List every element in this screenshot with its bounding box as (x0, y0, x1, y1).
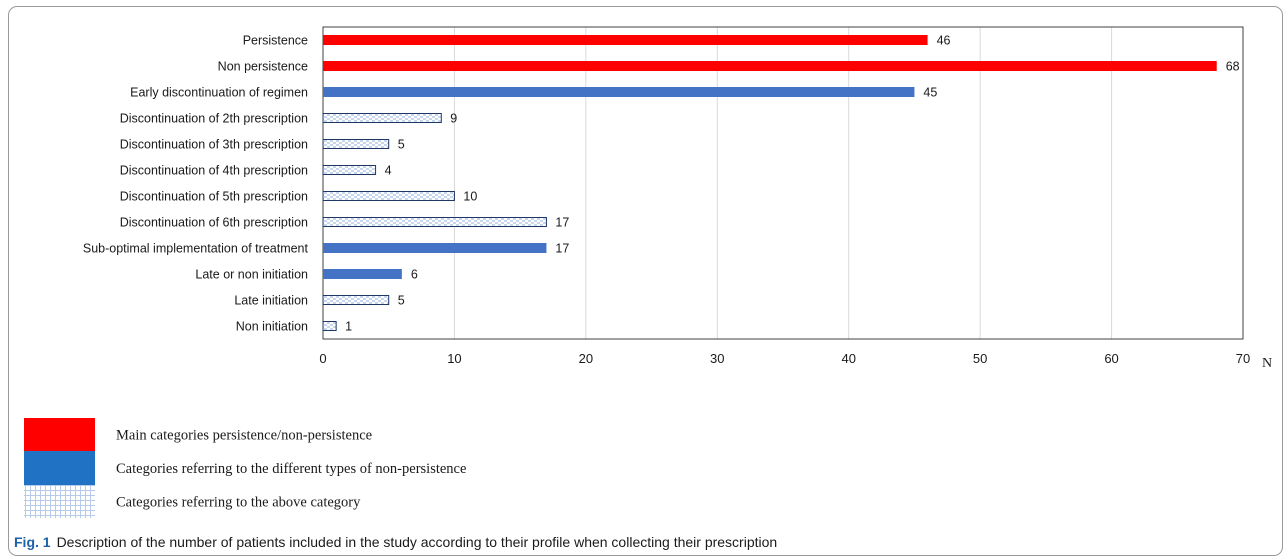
x-tick-label: 40 (841, 351, 855, 366)
x-tick-label: 70 (1236, 351, 1250, 366)
legend-swatch (24, 451, 95, 485)
bar (322, 191, 455, 201)
data-label: 1 (345, 320, 352, 334)
category-label: Non initiation (236, 320, 308, 334)
x-tick-label: 50 (973, 351, 987, 366)
figure-caption: Fig. 1 Description of the number of patie… (14, 534, 777, 550)
data-label: 17 (555, 242, 569, 256)
x-tick-label: 10 (447, 351, 461, 366)
category-label: Discontinuation of 3th prescription (120, 138, 308, 152)
x-tick-label: 20 (579, 351, 593, 366)
caption-label: Fig. 1 (14, 534, 51, 550)
legend-label: Main categories persistence/non-persiste… (116, 428, 372, 444)
data-label: 9 (450, 112, 457, 126)
bar (323, 35, 928, 45)
legend-swatch (24, 485, 95, 518)
bar (323, 243, 547, 253)
data-label: 5 (398, 294, 405, 308)
bars (322, 35, 1217, 331)
bar (322, 165, 377, 175)
x-axis-unit-label: N (1262, 356, 1272, 371)
bar (323, 87, 915, 97)
x-tick-label: 0 (319, 351, 326, 366)
category-label: Non persistence (218, 60, 308, 74)
bar (323, 61, 1217, 71)
legend-label: Categories referring to the different ty… (116, 461, 466, 477)
data-label: 17 (555, 216, 569, 230)
legend-swatch (24, 418, 95, 451)
legend: Main categories persistence/non-persiste… (24, 418, 466, 518)
data-label: 5 (398, 138, 405, 152)
caption-text: Description of the number of patients in… (56, 534, 778, 550)
bar (322, 139, 390, 149)
category-label: Discontinuation of 2th prescription (120, 112, 308, 126)
data-label: 10 (463, 190, 477, 204)
data-label: 4 (385, 164, 392, 178)
bar (322, 295, 390, 305)
category-label: Discontinuation of 5th prescription (120, 190, 308, 204)
data-label: 46 (937, 34, 951, 48)
bar (322, 321, 337, 331)
category-label: Early discontinuation of regimen (130, 86, 308, 100)
bar (322, 113, 442, 123)
gridlines (322, 26, 1244, 340)
bar (323, 269, 402, 279)
bar (322, 217, 547, 227)
category-label: Discontinuation of 6th prescription (120, 216, 308, 230)
category-label: Sub-optimal implementation of treatment (83, 242, 309, 256)
x-tick-label: 60 (1104, 351, 1118, 366)
plot-area-border (322, 26, 1244, 340)
data-label: 6 (411, 268, 418, 282)
data-label: 45 (923, 86, 937, 100)
figure-frame (8, 6, 1283, 556)
x-tick-label: 30 (710, 351, 724, 366)
category-label: Discontinuation of 4th prescription (120, 164, 308, 178)
legend-label: Categories referring to the above catego… (116, 495, 361, 511)
category-label: Persistence (243, 34, 308, 48)
data-label: 68 (1226, 60, 1240, 74)
category-label: Late initiation (234, 294, 308, 308)
category-label: Late or non initiation (195, 268, 308, 282)
